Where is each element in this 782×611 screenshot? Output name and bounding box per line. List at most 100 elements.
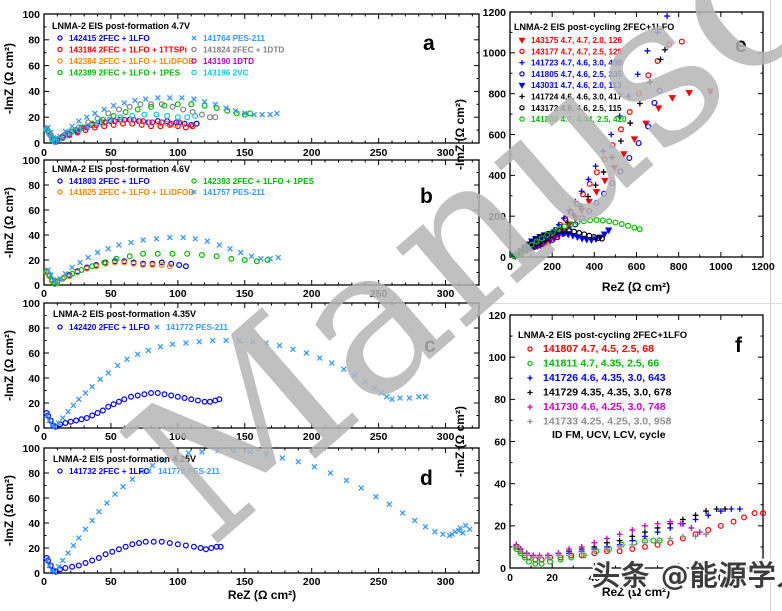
svg-text:150: 150 bbox=[236, 147, 254, 159]
svg-text:200: 200 bbox=[303, 288, 321, 300]
svg-text:250: 250 bbox=[370, 288, 388, 300]
svg-text:100: 100 bbox=[712, 572, 730, 584]
svg-text:0: 0 bbox=[500, 252, 506, 264]
svg-text:ReZ (Ω cm²): ReZ (Ω cm²) bbox=[228, 588, 296, 602]
svg-text:143175 4.7, 4.7, 2.0, 126: 143175 4.7, 4.7, 2.0, 126 bbox=[531, 36, 622, 45]
svg-text:120: 120 bbox=[754, 572, 772, 584]
svg-text:40: 40 bbox=[28, 518, 40, 530]
svg-text:250: 250 bbox=[370, 576, 388, 588]
series-141825 bbox=[43, 259, 173, 287]
svg-text:40: 40 bbox=[588, 572, 600, 584]
svg-text:20: 20 bbox=[546, 572, 558, 584]
svg-text:141824 2FEC + 1DTD: 141824 2FEC + 1DTD bbox=[203, 46, 284, 55]
svg-text:100: 100 bbox=[488, 352, 506, 364]
panel-f-group: 0 20 40 60 80 100 120 0 20 40 60 80 100 120 LNMA-2 EIS… bbox=[453, 310, 772, 599]
series-141732 bbox=[43, 538, 224, 575]
svg-text:e: e bbox=[735, 34, 747, 57]
svg-text:d: d bbox=[420, 467, 433, 490]
svg-text:0: 0 bbox=[507, 572, 513, 584]
svg-text:50: 50 bbox=[105, 288, 117, 300]
series-141811 bbox=[513, 537, 663, 567]
svg-text:100: 100 bbox=[169, 288, 187, 300]
svg-text:0: 0 bbox=[34, 280, 40, 292]
svg-text:80: 80 bbox=[28, 468, 40, 480]
svg-text:600: 600 bbox=[488, 129, 506, 141]
svg-text:200: 200 bbox=[303, 431, 321, 443]
svg-text:200: 200 bbox=[543, 261, 561, 273]
svg-text:141805 4.7, 4.6, 2.5, 335: 141805 4.7, 4.6, 2.5, 335 bbox=[531, 70, 622, 79]
panel-d-group: 0 50 100 150 200 250 300 0 20 40 60 80 100 LNMA-2 EIS… bbox=[2, 443, 480, 602]
svg-text:800: 800 bbox=[488, 88, 506, 100]
svg-text:80: 80 bbox=[28, 180, 40, 192]
svg-text:0: 0 bbox=[41, 576, 47, 588]
svg-text:142389 2FEC + 1LFO + 1PES: 142389 2FEC + 1LFO + 1PES bbox=[69, 69, 181, 78]
svg-text:c: c bbox=[424, 334, 436, 357]
svg-text:200: 200 bbox=[303, 576, 321, 588]
svg-text:20: 20 bbox=[28, 398, 40, 410]
svg-text:LNMA-2 EIS post-cycling 2FEC+1: LNMA-2 EIS post-cycling 2FEC+1LFO bbox=[514, 22, 674, 32]
svg-text:142420 2FEC + 1LFO: 142420 2FEC + 1LFO bbox=[69, 323, 150, 332]
svg-text:143190 1DTD: 143190 1DTD bbox=[203, 57, 254, 66]
series-141757 bbox=[45, 234, 282, 286]
series-141730 bbox=[513, 518, 709, 559]
svg-text:141811 4.7, 4.35, 2.5, 66: 141811 4.7, 4.35, 2.5, 66 bbox=[543, 358, 659, 370]
svg-text:150: 150 bbox=[236, 431, 254, 443]
series-142389 bbox=[43, 101, 254, 145]
svg-text:-ImZ (Ω cm²): -ImZ (Ω cm²) bbox=[2, 187, 16, 258]
panel-b-group: 0 50 100 150 200 250 300 0 20 40 60 80 100 LNMA-2 EIS… bbox=[2, 155, 480, 300]
svg-text:20: 20 bbox=[28, 255, 40, 267]
svg-text:-ImZ (Ω cm²): -ImZ (Ω cm²) bbox=[453, 99, 467, 170]
svg-text:80: 80 bbox=[494, 394, 506, 406]
series-141729 bbox=[513, 506, 728, 561]
svg-text:143184 2FEC + 1LFO + 1TTSPi: 143184 2FEC + 1LFO + 1TTSPi bbox=[69, 46, 187, 55]
page-edge-line bbox=[770, 0, 771, 611]
series-141726 bbox=[513, 506, 743, 561]
svg-text:141764 PES-211: 141764 PES-211 bbox=[203, 34, 265, 43]
svg-text:141729 4.35, 4.35, 3.0, 678: 141729 4.35, 4.35, 3.0, 678 bbox=[543, 387, 672, 399]
svg-text:200: 200 bbox=[488, 211, 506, 223]
series-143196 bbox=[43, 111, 199, 145]
svg-text:f: f bbox=[735, 334, 743, 357]
series-141807 bbox=[513, 510, 766, 563]
svg-text:0: 0 bbox=[507, 261, 513, 273]
series-141775 bbox=[43, 447, 473, 575]
svg-text:40: 40 bbox=[28, 230, 40, 242]
svg-text:60: 60 bbox=[28, 348, 40, 360]
svg-text:0: 0 bbox=[41, 147, 47, 159]
svg-text:50: 50 bbox=[105, 431, 117, 443]
svg-text:200: 200 bbox=[303, 147, 321, 159]
svg-text:141732 2FEC + 1LFO: 141732 2FEC + 1LFO bbox=[69, 467, 150, 476]
svg-text:300: 300 bbox=[437, 288, 455, 300]
svg-text:20: 20 bbox=[494, 521, 506, 533]
svg-text:141757 PES-211: 141757 PES-211 bbox=[203, 188, 265, 197]
svg-text:0: 0 bbox=[34, 423, 40, 435]
svg-text:141726 4.6, 4.35, 3.0, 643: 141726 4.6, 4.35, 3.0, 643 bbox=[543, 372, 666, 384]
svg-text:100: 100 bbox=[169, 431, 187, 443]
svg-text:20: 20 bbox=[28, 112, 40, 124]
svg-text:141724 4.6, 4.6, 3.0, 417: 141724 4.6, 4.6, 3.0, 417 bbox=[531, 93, 622, 102]
svg-text:1200: 1200 bbox=[483, 7, 507, 19]
svg-text:141807 4.7, 4.5, 2.5, 68: 141807 4.7, 4.5, 2.5, 68 bbox=[543, 343, 654, 355]
svg-text:0: 0 bbox=[500, 563, 506, 575]
panel-a-group: 0 50 100 150 200 250 300 0 20 40 60 80 100 LNMA-2 EIS… bbox=[2, 9, 480, 159]
svg-text:80: 80 bbox=[673, 572, 685, 584]
svg-text:40: 40 bbox=[494, 478, 506, 490]
series-141733 bbox=[513, 531, 709, 561]
svg-text:50: 50 bbox=[105, 576, 117, 588]
svg-text:250: 250 bbox=[370, 431, 388, 443]
svg-text:1000: 1000 bbox=[709, 261, 733, 273]
svg-text:143031 4.7, 4.6, 2.0, 113: 143031 4.7, 4.6, 2.0, 113 bbox=[531, 81, 622, 90]
svg-text:300: 300 bbox=[437, 576, 455, 588]
svg-text:50: 50 bbox=[105, 147, 117, 159]
svg-text:100: 100 bbox=[169, 576, 187, 588]
svg-text:a: a bbox=[423, 32, 435, 55]
svg-text:LNMA-2 EIS post-formation 4.35: LNMA-2 EIS post-formation 4.35V bbox=[53, 309, 196, 319]
svg-text:141730 4.6, 4.25, 3.0, 748: 141730 4.6, 4.25, 3.0, 748 bbox=[543, 401, 666, 413]
svg-text:120: 120 bbox=[488, 310, 506, 322]
svg-text:300: 300 bbox=[437, 147, 455, 159]
svg-text:60: 60 bbox=[494, 436, 506, 448]
svg-text:143172 4.6, 4.6, 2.5, 115: 143172 4.6, 4.6, 2.5, 115 bbox=[531, 104, 622, 113]
svg-text:1000: 1000 bbox=[483, 48, 507, 60]
